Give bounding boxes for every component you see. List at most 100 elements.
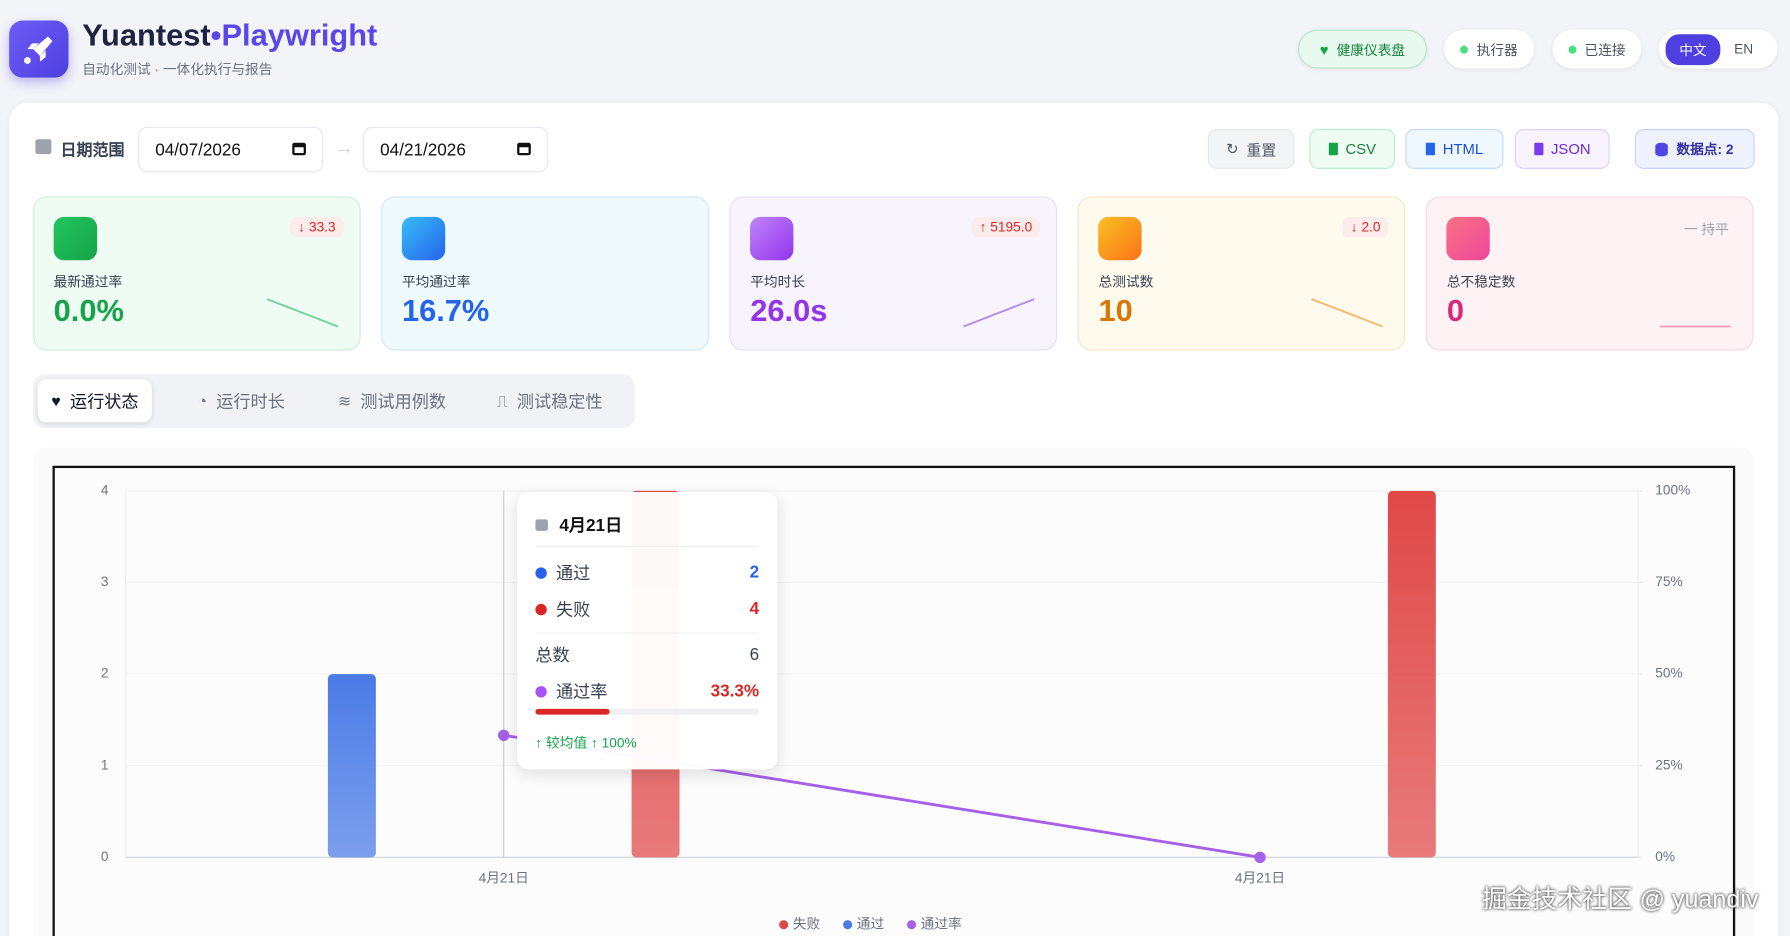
language-toggle: 中文 EN bbox=[1658, 29, 1778, 69]
row-key: 总数 bbox=[535, 643, 569, 667]
tab-icon: ♥ bbox=[51, 391, 61, 410]
row-key: 通过 bbox=[535, 561, 590, 585]
row-label: 总数 bbox=[535, 646, 570, 666]
file-icon bbox=[1328, 142, 1338, 156]
tab[interactable]: ≋ 测试用例数 bbox=[324, 379, 460, 422]
json-label: JSON bbox=[1551, 140, 1591, 158]
row-label: 通过率 bbox=[555, 682, 608, 703]
line-point bbox=[1254, 851, 1266, 864]
kpi-card: 平均通过率 16.7% bbox=[381, 196, 710, 351]
csv-label: CSV bbox=[1345, 140, 1377, 158]
row-value: 6 bbox=[749, 644, 760, 665]
separator bbox=[535, 545, 760, 547]
row-dot bbox=[535, 566, 547, 579]
kpi-card: ↑ 5195.0 平均时长 26.0s bbox=[729, 196, 1058, 351]
file-icon bbox=[1533, 142, 1544, 156]
tab[interactable]: ◔ 运行时长 bbox=[184, 379, 299, 422]
kpi-card: ↓ 33.3 最新通过率 0.0% bbox=[33, 196, 361, 351]
watermark: 掘金技术社区 @ yuandiv bbox=[1481, 884, 1759, 914]
kpi-card: ↓ 2.0 总测试数 10 bbox=[1077, 196, 1406, 351]
legend-label: 通过 bbox=[857, 916, 885, 931]
logo bbox=[9, 20, 69, 78]
brand-name: Yuantest bbox=[82, 18, 211, 53]
html-button[interactable]: HTML bbox=[1405, 128, 1504, 169]
rate-fill bbox=[535, 708, 610, 715]
tab-icon: ⎍ bbox=[496, 390, 508, 410]
tab-label: 运行状态 bbox=[69, 392, 139, 412]
kpi-icon bbox=[53, 216, 98, 261]
runner-status[interactable]: 执行器 bbox=[1444, 29, 1535, 69]
kpi-icon bbox=[750, 216, 794, 261]
date-picker-icon bbox=[517, 142, 531, 156]
kpi-icon bbox=[1098, 216, 1142, 261]
tab-label: 测试用例数 bbox=[360, 392, 447, 412]
tooltip: 4月21日 ↑ 较均值 ↑ 100% 通过 2 失败 4 总数 6 通过率 33.3% bbox=[517, 492, 778, 770]
data-points-label: 数据点: 2 bbox=[1676, 141, 1734, 158]
kpi-delta: 一 持平 bbox=[1683, 221, 1729, 238]
date-arrow: → bbox=[333, 135, 354, 159]
reset-label: 重置 bbox=[1246, 141, 1277, 159]
tab-icon: ◔ bbox=[197, 391, 208, 410]
subtitle: 自动化测试 · 一体化执行与报告 bbox=[82, 61, 273, 78]
tooltip-title: 4月21日 bbox=[535, 513, 622, 537]
line-point bbox=[498, 729, 510, 742]
legend-swatch bbox=[906, 920, 917, 930]
tab[interactable]: ⎍ 测试稳定性 bbox=[483, 379, 616, 422]
legend-label: 通过率 bbox=[921, 915, 962, 931]
csv-button[interactable]: CSV bbox=[1309, 128, 1396, 169]
lang-zh[interactable]: 中文 bbox=[1665, 33, 1721, 65]
brand: Yuantest•Playwright bbox=[82, 18, 377, 53]
row-label: 失败 bbox=[555, 600, 591, 620]
legend-swatch bbox=[843, 920, 853, 930]
kpi-value: 16.7% bbox=[401, 293, 490, 328]
file-icon bbox=[1425, 142, 1435, 156]
sparkline-line bbox=[1311, 298, 1384, 328]
y-tick-label: 2 bbox=[101, 666, 109, 681]
kpi-label: 最新通过率 bbox=[53, 273, 123, 290]
kpi-icon bbox=[401, 216, 446, 261]
kpi-label: 总测试数 bbox=[1098, 273, 1154, 290]
calendar-icon bbox=[535, 519, 548, 531]
start-date[interactable]: 04/07/2026 bbox=[138, 126, 324, 173]
reset-button[interactable]: ↻ 重置 bbox=[1207, 128, 1295, 169]
connection-status[interactable]: 已连接 bbox=[1552, 29, 1642, 69]
logo-icon bbox=[23, 36, 53, 64]
json-button[interactable]: JSON bbox=[1514, 128, 1610, 169]
sparkline bbox=[1660, 325, 1732, 328]
kpi-value: 0.0% bbox=[53, 293, 124, 328]
health-button[interactable]: ♥ 健康仪表盘 bbox=[1297, 29, 1427, 69]
tab-label: 测试稳定性 bbox=[516, 392, 603, 412]
y2-tick-label: 100% bbox=[1655, 482, 1690, 497]
y-tick-label: 1 bbox=[101, 757, 109, 772]
row-key: 失败 bbox=[535, 597, 590, 621]
end-date[interactable]: 04/21/2026 bbox=[363, 126, 548, 173]
bar bbox=[327, 674, 376, 858]
kpi-label: 平均时长 bbox=[750, 273, 806, 290]
x-tick-label: 4月21日 bbox=[479, 871, 529, 886]
x-tick-label: 4月21日 bbox=[1235, 871, 1285, 886]
kpi-value: 26.0s bbox=[750, 293, 828, 328]
kpi-label: 总不稳定数 bbox=[1446, 273, 1516, 290]
kpi-icon bbox=[1446, 216, 1491, 261]
row-dot bbox=[535, 685, 547, 697]
rate-track bbox=[535, 708, 760, 715]
tab[interactable]: ♥ 运行状态 bbox=[37, 379, 153, 423]
kpi-delta: ↓ 33.3 bbox=[290, 216, 344, 238]
brand-accent: •Playwright bbox=[210, 18, 378, 53]
sparkline bbox=[266, 298, 339, 328]
row-value: 4 bbox=[749, 599, 760, 619]
database-icon bbox=[1655, 142, 1669, 156]
kpi-label: 平均通过率 bbox=[401, 273, 471, 290]
y2-tick-label: 25% bbox=[1655, 757, 1682, 772]
date-label: 日期范围 bbox=[60, 140, 125, 159]
lang-en[interactable]: EN bbox=[1734, 41, 1754, 58]
legend-label: 失败 bbox=[793, 916, 821, 931]
reset-icon: ↻ bbox=[1226, 139, 1239, 157]
sparkline-line bbox=[266, 298, 339, 328]
html-label: HTML bbox=[1442, 140, 1484, 158]
tooltip-row: 失败 4 bbox=[535, 597, 759, 621]
connection-label: 已连接 bbox=[1584, 41, 1626, 58]
heart-icon: ♥ bbox=[1319, 40, 1329, 58]
